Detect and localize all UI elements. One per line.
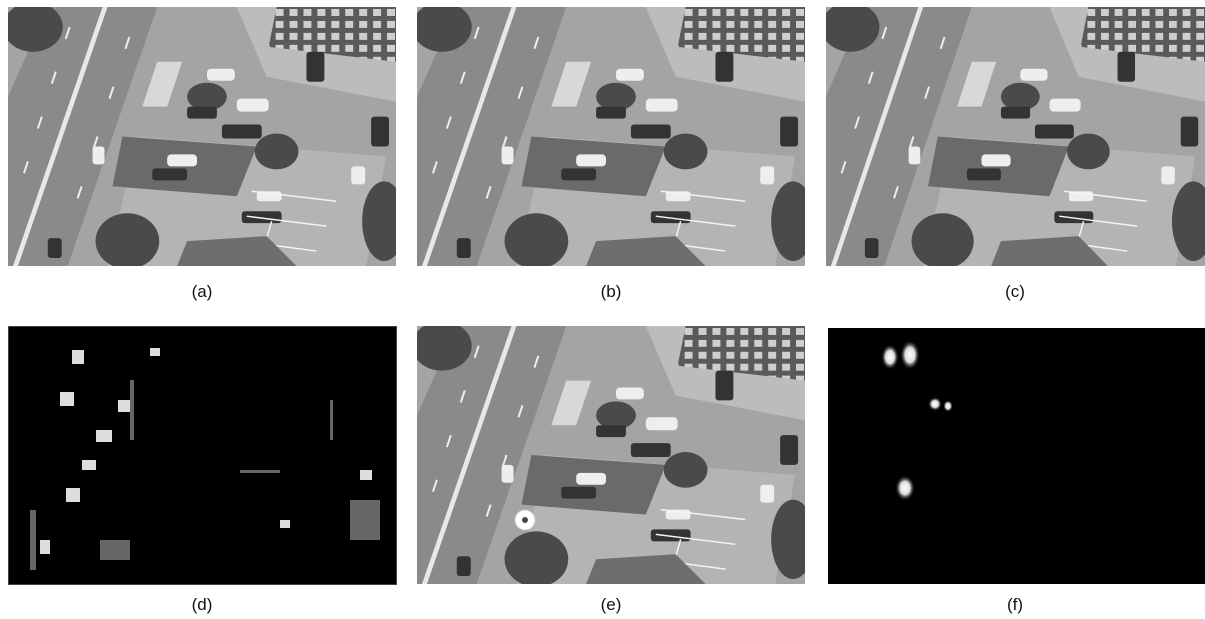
aerial-frame — [821, 2, 1205, 269]
detection-marker — [515, 510, 535, 530]
aerial-frame — [412, 2, 815, 269]
figure: (a) (b) (c) (d) (e) (f) — [0, 0, 1205, 614]
panel-caption: (e) — [601, 595, 622, 614]
aerial-frame — [412, 321, 815, 587]
aerial-frame — [3, 2, 406, 269]
difference-image — [9, 327, 397, 585]
panel-caption: (a) — [192, 282, 213, 301]
panel-caption: (f) — [1007, 595, 1023, 614]
panel-caption: (d) — [192, 595, 213, 614]
page: (a) (b) (c) (d) (e) (f) (() => { const d… — [0, 0, 1205, 614]
panel-caption: (b) — [601, 282, 622, 301]
likelihood-map — [828, 328, 1205, 584]
panel-caption: (c) — [1005, 282, 1025, 301]
